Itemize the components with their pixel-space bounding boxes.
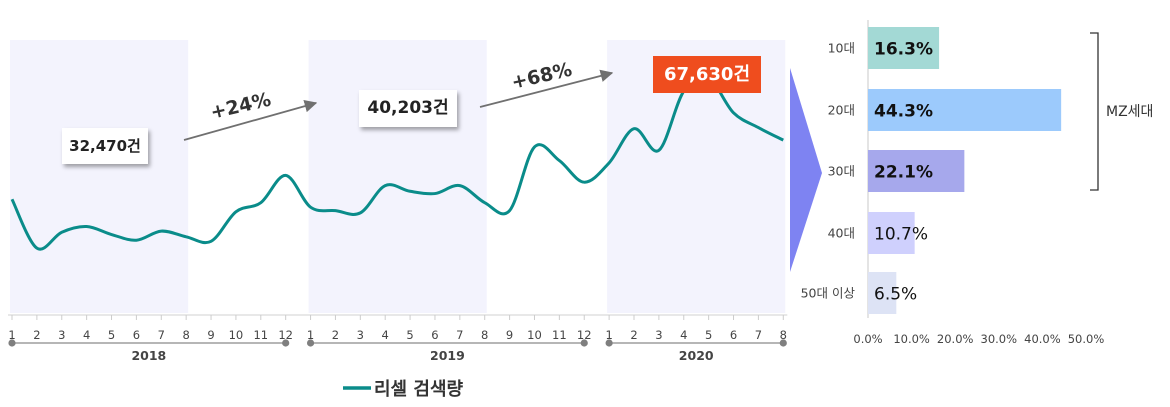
bar-3 [868,212,915,254]
bar-x-tick-label: 40.0% [1024,332,1061,346]
bar-1 [868,89,1062,131]
highlight-band-1 [308,40,487,313]
x-tick-label: 7 [158,328,165,342]
year-label-2019: 2019 [430,348,465,363]
x-tick-label: 6 [730,328,737,342]
x-tick-label: 8 [481,328,488,342]
x-tick-label: 11 [253,328,268,342]
bar-x-tick-label: 0.0% [853,332,882,346]
bar-data-label: 44.3% [874,102,933,122]
growth-arrow-0 [183,99,318,141]
x-tick-label: 8 [182,328,189,342]
growth-label-1: +68% [509,59,574,94]
x-tick-label: 4 [680,328,687,342]
x-tick-label: 10 [527,328,542,342]
bar-x-tick-label: 50.0% [1068,332,1105,346]
connector-chevron [790,68,822,272]
x-tick-label: 3 [58,328,65,342]
x-tick-label: 2 [332,328,339,342]
bar-data-label: 6.5% [874,285,917,305]
growth-arrow-1 [479,69,614,108]
x-tick-label: 1 [605,328,612,342]
bar-data-label: 22.1% [874,163,933,183]
x-tick-label: 3 [357,328,364,342]
bar-x-tick-label: 20.0% [937,332,974,346]
x-tick-label: 3 [655,328,662,342]
x-tick-label: 6 [431,328,438,342]
x-tick-label: 5 [406,328,413,342]
bar-2 [868,150,965,192]
x-tick-label: 5 [705,328,712,342]
bar-category-label: 40대 [828,226,855,241]
x-tick-label: 4 [382,328,389,342]
x-tick-label: 7 [755,328,762,342]
bar-0 [868,27,940,69]
highlight-band-0 [10,40,189,313]
mz-bracket-label: MZ세대 [1106,104,1153,120]
bar-data-label: 16.3% [874,40,933,60]
x-tick-label: 11 [552,328,567,342]
x-tick-label: 1 [8,328,15,342]
x-tick-label: 12 [278,328,293,342]
legend-label: 리셀 검색량 [374,379,464,400]
callout-2020: 67,630건 [653,56,761,93]
year-label-2020: 2020 [679,348,714,363]
bar-data-label: 10.7% [874,225,928,245]
year-bracket-dot [605,339,613,347]
x-tick-label: 1 [307,328,314,342]
bar-x-tick-label: 10.0% [893,332,930,346]
bar-category-label: 50대 이상 [801,286,856,301]
x-tick-label: 2 [630,328,637,342]
bar-category-label: 10대 [828,41,855,56]
x-tick-label: 8 [780,328,787,342]
x-tick-label: 10 [229,328,244,342]
x-tick-label: 2 [33,328,40,342]
bar-category-label: 30대 [828,164,855,179]
bar-x-tick-label: 30.0% [981,332,1018,346]
x-tick-label: 4 [83,328,90,342]
x-tick-label: 9 [506,328,513,342]
year-bracket-dot [779,339,787,347]
year-bracket-dot [282,339,290,347]
bar-4 [868,272,897,314]
callout-2018: 32,470건 [62,128,148,164]
x-tick-label: 5 [108,328,115,342]
year-bracket-dot [8,339,16,347]
year-bracket-dot [306,339,315,347]
x-tick-label: 7 [456,328,463,342]
year-label-2018: 2018 [131,348,166,363]
x-tick-label: 6 [133,328,140,342]
callout-2019: 40,203건 [359,90,457,127]
bar-category-label: 20대 [828,103,855,118]
year-bracket-dot [580,339,588,347]
x-tick-label: 12 [577,328,592,342]
mz-bracket [1090,32,1099,191]
x-tick-label: 9 [207,328,214,342]
series-line-resell-search [10,75,784,251]
